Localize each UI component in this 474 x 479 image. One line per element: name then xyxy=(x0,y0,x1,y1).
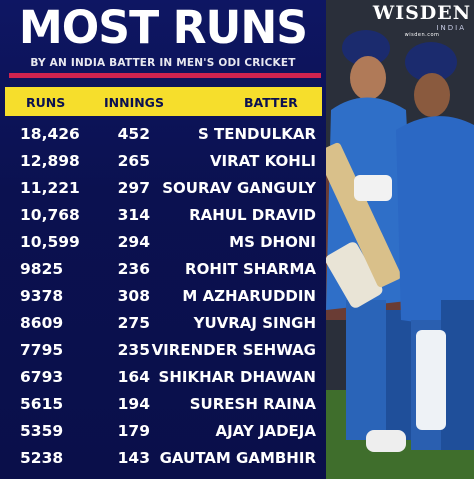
runs-cell: 6793 xyxy=(20,368,64,386)
innings-cell: 308 xyxy=(117,287,150,305)
table-row: 12,898 265 VIRAT KOHLI xyxy=(0,148,326,175)
table-row: 9825 236 ROHIT SHARMA xyxy=(0,256,326,283)
table-row: 5238 143 GAUTAM GAMBHIR xyxy=(0,445,326,472)
table-row: 5359 179 AJAY JADEJA xyxy=(0,418,326,445)
table-row: 8609 275 YUVRAJ SINGH xyxy=(0,310,326,337)
runs-cell: 9825 xyxy=(20,260,64,278)
table-row: 11,221 297 SOURAV GANGULY xyxy=(0,175,326,202)
table-row: 5615 194 SURESH RAINA xyxy=(0,391,326,418)
batter-cell: GAUTAM GAMBHIR xyxy=(159,449,316,467)
batter-cell: VIRENDER SEHWAG xyxy=(151,341,316,359)
table-row: 7795 235 VIRENDER SEHWAG xyxy=(0,337,326,364)
runs-cell: 8609 xyxy=(20,314,64,332)
batter-cell: S TENDULKAR xyxy=(197,125,316,143)
batter-cell: RAHUL DRAVID xyxy=(189,206,316,224)
batter-cell: SHIKHAR DHAWAN xyxy=(158,368,316,386)
subtitle: BY AN INDIA BATTER IN MEN'S ODI CRICKET xyxy=(30,57,296,69)
innings-cell: 143 xyxy=(117,449,150,467)
batter-cell: M AZHARUDDIN xyxy=(182,287,316,305)
table-row: 18,426 452 S TENDULKAR xyxy=(0,121,326,148)
innings-cell: 164 xyxy=(117,368,150,386)
header-innings: INNINGS xyxy=(104,95,164,110)
innings-cell: 179 xyxy=(117,422,150,440)
innings-cell: 314 xyxy=(117,206,150,224)
innings-cell: 275 xyxy=(117,314,150,332)
runs-cell: 12,898 xyxy=(20,152,80,170)
innings-cell: 194 xyxy=(117,395,150,413)
header-runs: RUNS xyxy=(26,95,66,110)
runs-cell: 5359 xyxy=(20,422,64,440)
accent-divider xyxy=(9,73,321,78)
innings-cell: 265 xyxy=(117,152,150,170)
wisden-logo: WISDEN INDIA wisden.com xyxy=(372,2,472,38)
table-header xyxy=(5,87,322,116)
runs-cell: 5238 xyxy=(20,449,64,467)
runs-cell: 7795 xyxy=(20,341,64,359)
innings-cell: 236 xyxy=(117,260,150,278)
runs-cell: 10,599 xyxy=(20,233,80,251)
runs-cell: 11,221 xyxy=(20,179,80,197)
batter-cell: YUVRAJ SINGH xyxy=(193,314,316,332)
innings-cell: 235 xyxy=(117,341,150,359)
batter-cell: MS DHONI xyxy=(229,233,316,251)
table-row: 9378 308 M AZHARUDDIN xyxy=(0,283,326,310)
batter-cell: SOURAV GANGULY xyxy=(162,179,316,197)
table-row: 6793 164 SHIKHAR DHAWAN xyxy=(0,364,326,391)
players-illustration xyxy=(326,0,474,479)
innings-cell: 452 xyxy=(117,125,150,143)
header-batter: BATTER xyxy=(244,95,298,110)
runs-cell: 10,768 xyxy=(20,206,80,224)
table-row: 10,768 314 RAHUL DRAVID xyxy=(0,202,326,229)
batter-cell: ROHIT SHARMA xyxy=(185,260,316,278)
player-photo xyxy=(326,0,474,479)
innings-cell: 294 xyxy=(117,233,150,251)
runs-cell: 5615 xyxy=(20,395,64,413)
innings-cell: 297 xyxy=(117,179,150,197)
batter-cell: AJAY JADEJA xyxy=(215,422,316,440)
batter-cell: VIRAT KOHLI xyxy=(209,152,316,170)
page-title: MOST RUNS xyxy=(18,1,308,54)
table-row: 10,599 294 MS DHONI xyxy=(0,229,326,256)
runs-cell: 18,426 xyxy=(20,125,80,143)
batter-cell: SURESH RAINA xyxy=(189,395,316,413)
stats-panel xyxy=(0,0,326,479)
runs-cell: 9378 xyxy=(20,287,64,305)
